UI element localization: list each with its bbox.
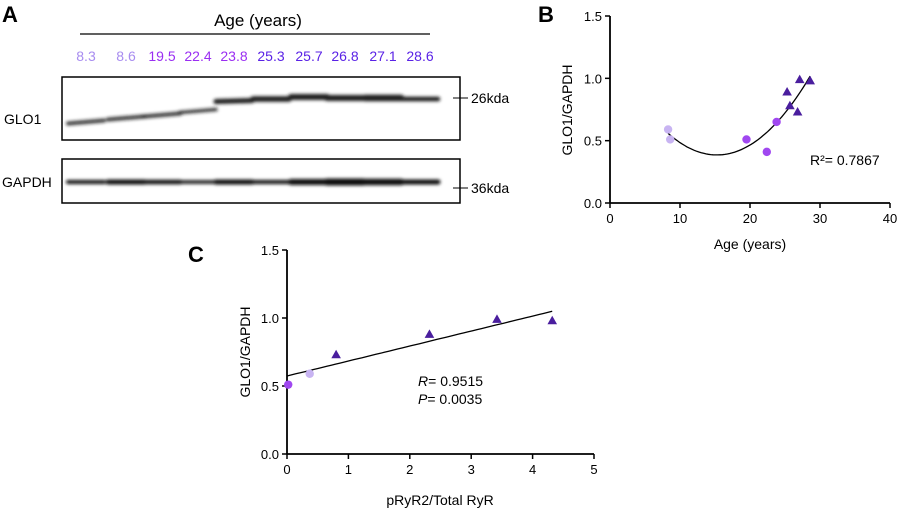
age-header: Age (years) [214,11,302,30]
age-label: 27.1 [369,48,396,64]
blot-bands [66,94,441,186]
x-tick-label: 2 [406,462,413,477]
glo1-blot-frame [61,76,461,141]
panel-b-chart: B Age (years) GLO1/GAPDH R²= 0.7867 0 10 2… [538,2,897,252]
x-tick-label: 30 [813,211,827,226]
age-label: 28.6 [406,48,433,64]
age-label: 22.4 [184,48,211,64]
data-point-triangle [794,74,805,84]
c-p-number: = 0.0035 [427,391,482,407]
c-r-symbol: R [418,373,428,389]
age-label: 26.8 [331,48,358,64]
age-label: 8.6 [116,48,136,64]
x-tick-label: 0 [283,462,290,477]
y-tick-label: 1.0 [584,71,602,86]
y-tick-label: 0.0 [261,447,279,462]
data-point-triangle [785,100,795,110]
y-tick-label: 1.5 [584,9,602,24]
glo1-band [142,111,182,119]
fit-line [286,310,553,377]
age-label: 8.3 [76,48,96,64]
data-point-triangle [492,314,502,323]
fit-line [667,75,811,156]
b-x-axis-label: Age (years) [714,236,786,252]
x-tick-label: 40 [883,211,897,226]
x-tick-label: 3 [468,462,475,477]
panel-label-b: B [538,2,554,27]
panel-label-a: A [2,2,18,27]
age-label: 25.3 [257,48,284,64]
gapdh-label: GAPDH [2,174,52,190]
data-point-circle [663,125,673,134]
data-point-triangle [805,75,815,85]
x-tick-label: 10 [673,211,687,226]
c-p-value: P= 0.0035 [418,391,482,407]
data-point-triangle [331,349,341,359]
c-r-number: = 0.9515 [428,373,483,389]
y-tick-label: 0.0 [584,196,602,211]
age-labels: 8.3 8.6 19.5 22.4 23.8 25.3 25.7 26.8 27.1 28.6 [76,48,434,64]
c-x-axis-label: pRyR2/Total RyR [386,492,493,508]
x-tick-label: 0 [606,211,613,226]
glo1-band [178,107,218,115]
data-point-circle [762,147,771,157]
y-tick-label: 1.5 [261,243,279,258]
data-point-triangle [547,315,558,325]
x-tick-label: 4 [529,462,536,477]
data-point-triangle [782,87,792,96]
c-p-symbol: P [418,391,428,407]
panel-c-chart: C pRyR2/Total RyR GLO1/GAPDH R= 0.9515 P… [188,242,598,508]
data-point-circle [742,135,751,144]
x-tick-label: 5 [590,462,597,477]
age-label: 19.5 [148,48,175,64]
glo1-band [213,98,255,104]
x-tick-label: 1 [345,462,352,477]
data-point-circle [284,380,293,389]
glo1-band [66,118,106,126]
glo1-marker: 26kda [471,90,509,106]
data-point-circle [666,135,675,144]
data-point-triangle [792,106,803,116]
panel-label-c: C [188,242,204,267]
age-label: 25.7 [295,48,322,64]
y-tick-label: 0.5 [261,379,279,394]
gapdh-marker: 36kda [471,180,509,196]
b-y-axis-label: GLO1/GAPDH [559,64,575,155]
y-tick-label: 1.0 [261,311,279,326]
y-tick-label: 0.5 [584,134,602,149]
data-point-circle [772,117,781,127]
data-point-circle [305,369,314,378]
glo1-band [106,114,146,122]
age-label: 23.8 [220,48,247,64]
b-r-squared: R²= 0.7867 [810,152,880,168]
x-tick-label: 20 [743,211,757,226]
data-point-triangle [424,329,435,338]
c-r-value: R= 0.9515 [418,373,483,389]
glo1-label: GLO1 [4,111,42,127]
panel-a: A Age (years) 8.3 8.6 19.5 22.4 23.8 25.3 25.7… [2,2,509,204]
c-y-axis-label: GLO1/GAPDH [237,306,253,397]
